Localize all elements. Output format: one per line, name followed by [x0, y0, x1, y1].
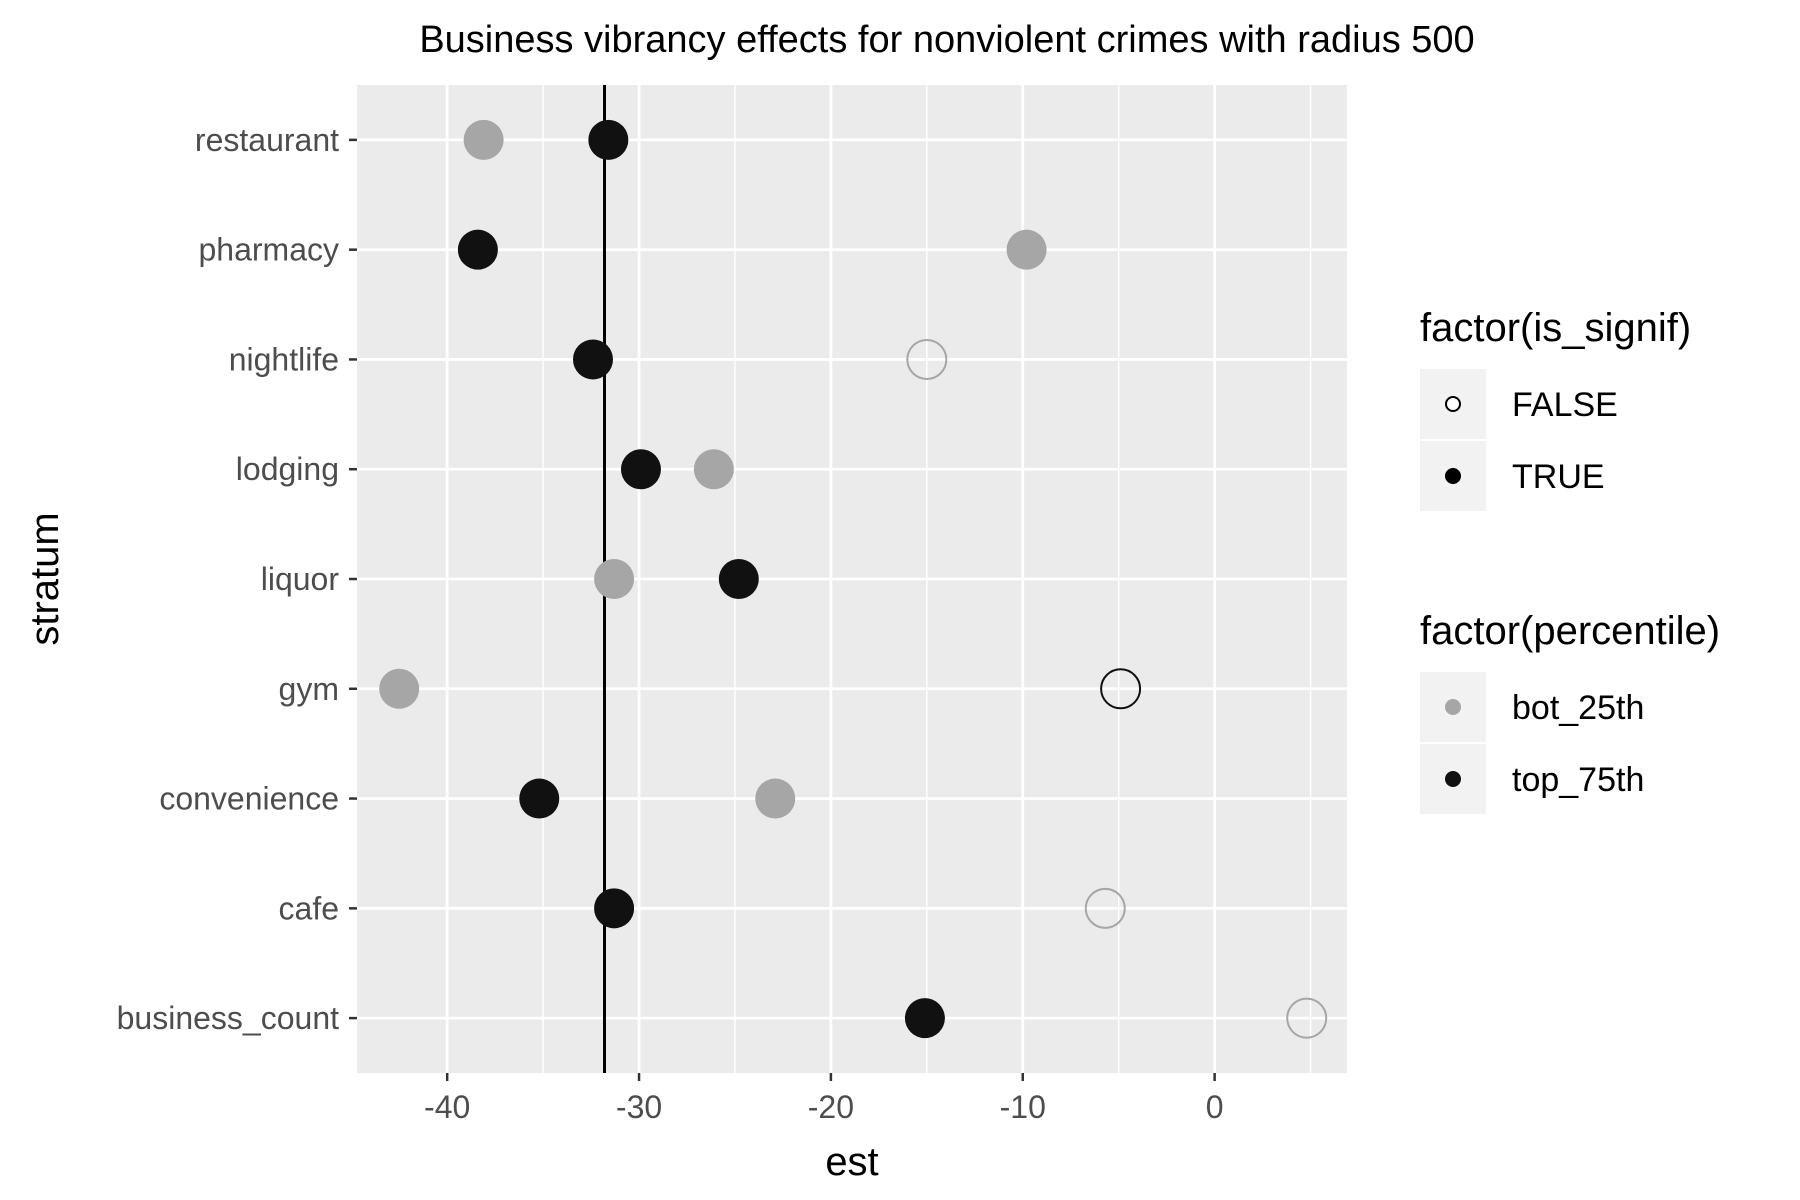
chart-title: Business vibrancy effects for nonviolent…	[419, 19, 1474, 61]
data-point-top_75th-restaurant	[588, 119, 629, 160]
y-tick-label: restaurant	[195, 122, 339, 158]
y-axis: restaurant pharmacy nightlife lodging liquor…	[117, 122, 357, 1036]
data-point-top_75th-gym	[1100, 668, 1142, 710]
y-tick-label: pharmacy	[199, 232, 340, 268]
y-tick-label: liquor	[261, 561, 340, 597]
data-points	[379, 119, 1328, 1039]
data-point-top_75th-business_count	[904, 998, 945, 1039]
y-tick-label: business_count	[117, 1000, 339, 1036]
x-tick-label: -10	[1000, 1089, 1046, 1125]
y-tick-label: cafe	[279, 890, 339, 926]
data-point-bot_25th-lodging	[693, 449, 734, 490]
data-point-bot_25th-gym	[379, 668, 420, 709]
x-tick-label: -20	[808, 1089, 854, 1125]
data-point-bot_25th-pharmacy	[1006, 229, 1047, 270]
legend-marker-bot_25th	[1445, 699, 1461, 715]
data-point-top_75th-cafe	[594, 888, 635, 929]
legend-label: top_75th	[1512, 761, 1644, 799]
legend-marker-filled	[1445, 468, 1461, 484]
y-tick-label: gym	[279, 671, 339, 707]
data-point-top_75th-lodging	[620, 449, 661, 490]
legend-marker-hollow	[1445, 396, 1461, 412]
data-point-bot_25th-business_count	[1286, 997, 1328, 1039]
y-tick-label: convenience	[159, 781, 339, 817]
x-axis-title: est	[825, 1140, 878, 1184]
data-point-bot_25th-cafe	[1084, 887, 1126, 929]
x-tick-label: 0	[1206, 1089, 1224, 1125]
legend-label: FALSE	[1512, 386, 1618, 424]
data-point-top_75th-convenience	[519, 778, 560, 819]
data-point-bot_25th-convenience	[755, 778, 796, 819]
data-point-top_75th-liquor	[718, 559, 759, 599]
legend-marker-top_75th	[1445, 771, 1461, 787]
x-tick-label: -30	[616, 1089, 662, 1125]
legend-label: bot_25th	[1512, 689, 1644, 727]
legend-label: TRUE	[1512, 458, 1605, 496]
y-tick-label: lodging	[236, 451, 339, 487]
y-tick-label: nightlife	[229, 341, 339, 377]
x-tick-label: -40	[424, 1089, 470, 1125]
data-point-top_75th-pharmacy	[457, 229, 498, 270]
data-point-bot_25th-nightlife	[906, 338, 948, 380]
data-point-bot_25th-restaurant	[463, 119, 504, 160]
data-point-top_75th-nightlife	[572, 339, 613, 380]
x-axis: -40 -30 -20 -10 0	[424, 1073, 1224, 1125]
data-point-bot_25th-liquor	[594, 559, 635, 599]
legend-title: factor(percentile)	[1420, 609, 1720, 653]
y-axis-title: stratum	[23, 512, 67, 645]
legend-title: factor(is_signif)	[1420, 306, 1691, 350]
legends: factor(is_signif) FALSE TRUE factor(percent…	[1420, 306, 1720, 814]
